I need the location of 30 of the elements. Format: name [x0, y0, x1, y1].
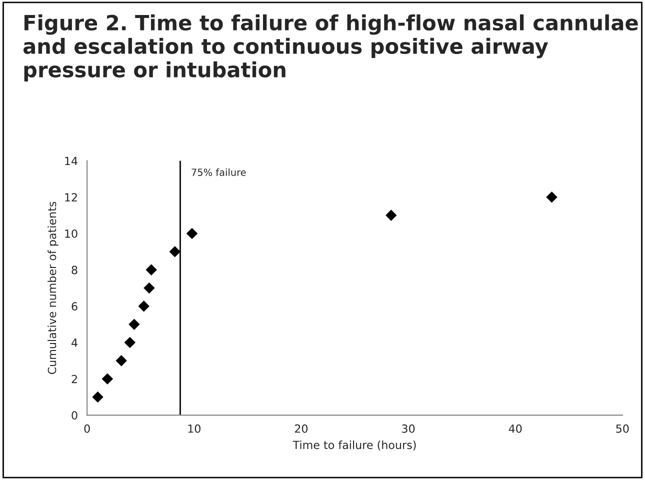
point: [386, 210, 397, 221]
x-tick-label: 0: [84, 424, 90, 433]
y-axis-title: Cumulative number of patients: [48, 202, 58, 374]
y-tick-label: 12: [65, 193, 77, 202]
point: [144, 282, 155, 294]
point: [116, 355, 127, 366]
point: [92, 392, 104, 403]
point: [169, 246, 180, 258]
y-tick-label: 0: [72, 411, 78, 420]
point: [102, 373, 113, 384]
y-tick-label: 2: [72, 374, 77, 384]
y-tick-label: 6: [72, 302, 78, 311]
x-tick-label: 40: [508, 424, 522, 433]
point: [138, 300, 150, 312]
point: [124, 337, 136, 348]
x-tick-label: 20: [294, 424, 308, 433]
x-tick-label: 10: [188, 424, 200, 433]
point: [186, 228, 198, 239]
x-axis-title: Time to failure (hours): [292, 440, 416, 450]
ref-line-label: 75% failure: [192, 168, 246, 176]
point: [128, 318, 140, 330]
y-tick-label: 10: [65, 229, 78, 238]
y-tick-label: 4: [72, 338, 78, 347]
point: [146, 264, 157, 276]
point: [546, 192, 558, 203]
chart-title: Figure 2. Time to failure of high-flow nasal cannulae and escalation to continuous positive airway pressure or intubation: [23, 14, 638, 82]
y-tick-label: 8: [72, 266, 78, 274]
y-tick-label: 14: [65, 156, 78, 166]
x-tick-label: 30: [402, 424, 415, 433]
x-tick-label: 50: [616, 424, 629, 433]
